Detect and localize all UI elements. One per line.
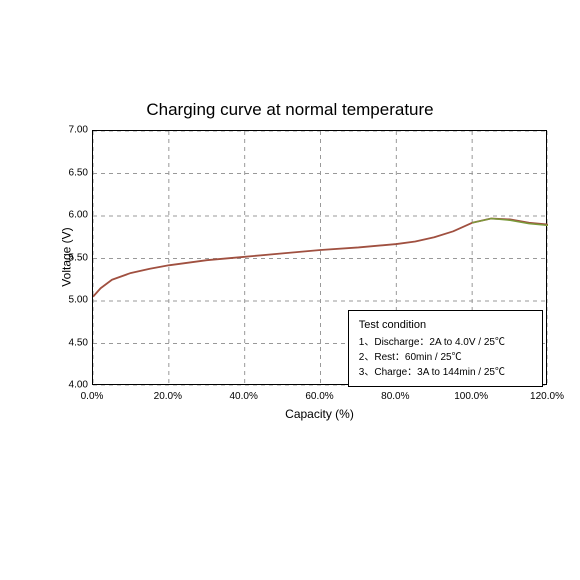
y-tick: 4.50 — [60, 337, 88, 348]
chart-container: Charging curve at normal temperature Tes… — [30, 130, 550, 450]
x-tick: 120.0% — [530, 391, 564, 402]
legend-line: 2、Rest：60min / 25℃ — [359, 350, 532, 365]
y-tick: 6.50 — [60, 167, 88, 178]
curve-overlay — [472, 219, 548, 226]
y-tick: 7.00 — [60, 125, 88, 136]
y-tick: 5.00 — [60, 295, 88, 306]
x-axis-label: Capacity (%) — [92, 407, 547, 421]
x-tick: 40.0% — [229, 391, 257, 402]
legend-line: 3、Charge：3A to 144min / 25℃ — [359, 365, 532, 380]
plot-area: Test condition 1、Discharge：2A to 4.0V / … — [92, 130, 547, 385]
x-tick: 0.0% — [81, 391, 104, 402]
legend-box: Test condition 1、Discharge：2A to 4.0V / … — [348, 310, 543, 388]
legend-title: Test condition — [359, 317, 532, 334]
x-tick: 100.0% — [454, 391, 488, 402]
x-tick: 80.0% — [381, 391, 409, 402]
y-tick: 5.50 — [60, 252, 88, 263]
legend-line: 1、Discharge：2A to 4.0V / 25℃ — [359, 335, 532, 350]
x-tick: 20.0% — [154, 391, 182, 402]
y-tick: 6.00 — [60, 210, 88, 221]
x-tick: 60.0% — [305, 391, 333, 402]
chart-title: Charging curve at normal temperature — [30, 100, 550, 120]
y-tick: 4.00 — [60, 380, 88, 391]
